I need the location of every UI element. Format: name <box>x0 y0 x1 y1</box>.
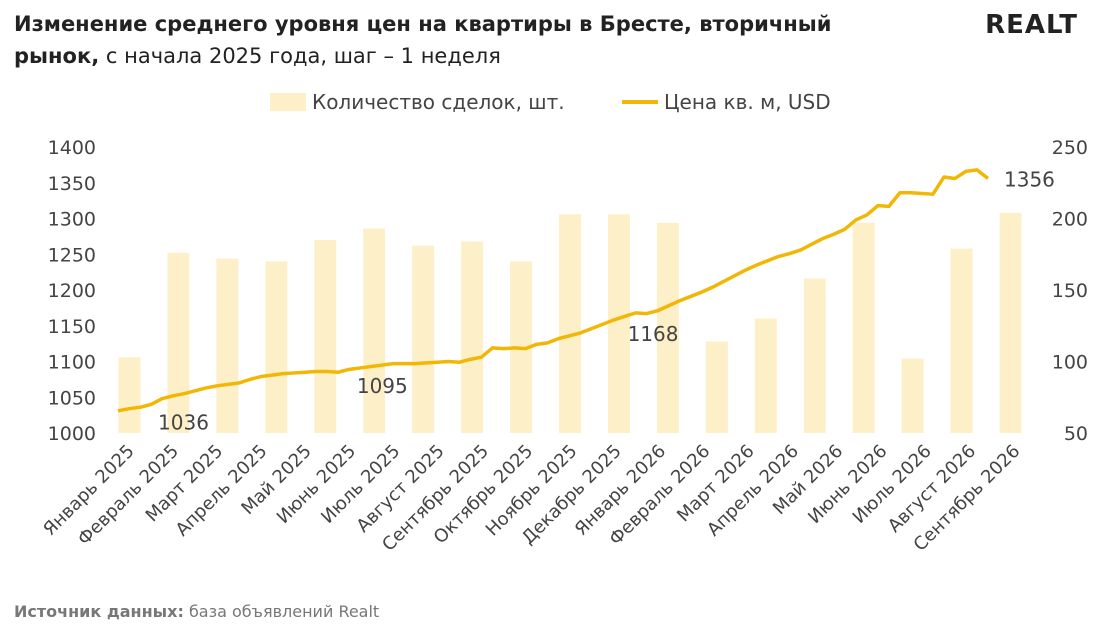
y-tick-label: 1200 <box>48 280 96 302</box>
bar <box>412 245 435 433</box>
y2-tick-label: 150 <box>1052 280 1088 302</box>
bar <box>803 278 826 433</box>
source: Источник данных: база объявлений Realt <box>14 602 379 621</box>
header: Изменение среднего уровня цен на квартир… <box>14 8 914 72</box>
y-tick-label: 1150 <box>48 316 96 338</box>
y2-tick-label: 250 <box>1052 137 1088 159</box>
y-tick-label: 1300 <box>48 209 96 231</box>
legend-label: Количество сделок, шт. <box>312 90 565 114</box>
bar <box>999 212 1022 433</box>
legend-swatch <box>270 93 306 111</box>
bar <box>118 357 141 433</box>
bar <box>461 241 484 433</box>
bar <box>559 214 581 433</box>
bar <box>216 258 239 433</box>
y-tick-label: 1250 <box>48 244 96 266</box>
y-tick-label: 1100 <box>48 352 96 374</box>
y2-tick-label: 100 <box>1052 352 1088 374</box>
y-tick-label: 1000 <box>48 423 96 445</box>
bar <box>167 252 190 433</box>
bar <box>607 214 630 433</box>
legend-label: Цена кв. м, USD <box>664 90 831 114</box>
bar <box>363 228 386 433</box>
source-label: Источник данных: <box>14 602 184 621</box>
y2-tick-label: 50 <box>1064 423 1088 445</box>
data-label: 1095 <box>357 374 408 398</box>
bar <box>265 261 288 433</box>
bar <box>901 358 924 433</box>
y-tick-label: 1400 <box>48 137 96 159</box>
data-label: 1168 <box>628 322 679 346</box>
logo: REALT <box>985 10 1078 40</box>
y-tick-label: 1350 <box>48 173 96 195</box>
chart-title: Изменение среднего уровня цен на квартир… <box>14 12 832 68</box>
bar <box>950 248 973 433</box>
bar <box>852 222 875 433</box>
bar <box>754 318 777 433</box>
y-tick-label: 1050 <box>48 387 96 409</box>
chart-subtitle: с начала 2025 года, шаг – 1 неделя <box>105 44 501 68</box>
y2-tick-label: 200 <box>1052 209 1088 231</box>
bar <box>314 239 337 433</box>
bar <box>656 222 679 433</box>
price-line <box>117 168 990 413</box>
bar <box>705 341 728 433</box>
data-label: 1356 <box>1004 167 1055 191</box>
source-text: база объявлений Realt <box>188 602 380 621</box>
data-label: 1036 <box>158 410 209 434</box>
